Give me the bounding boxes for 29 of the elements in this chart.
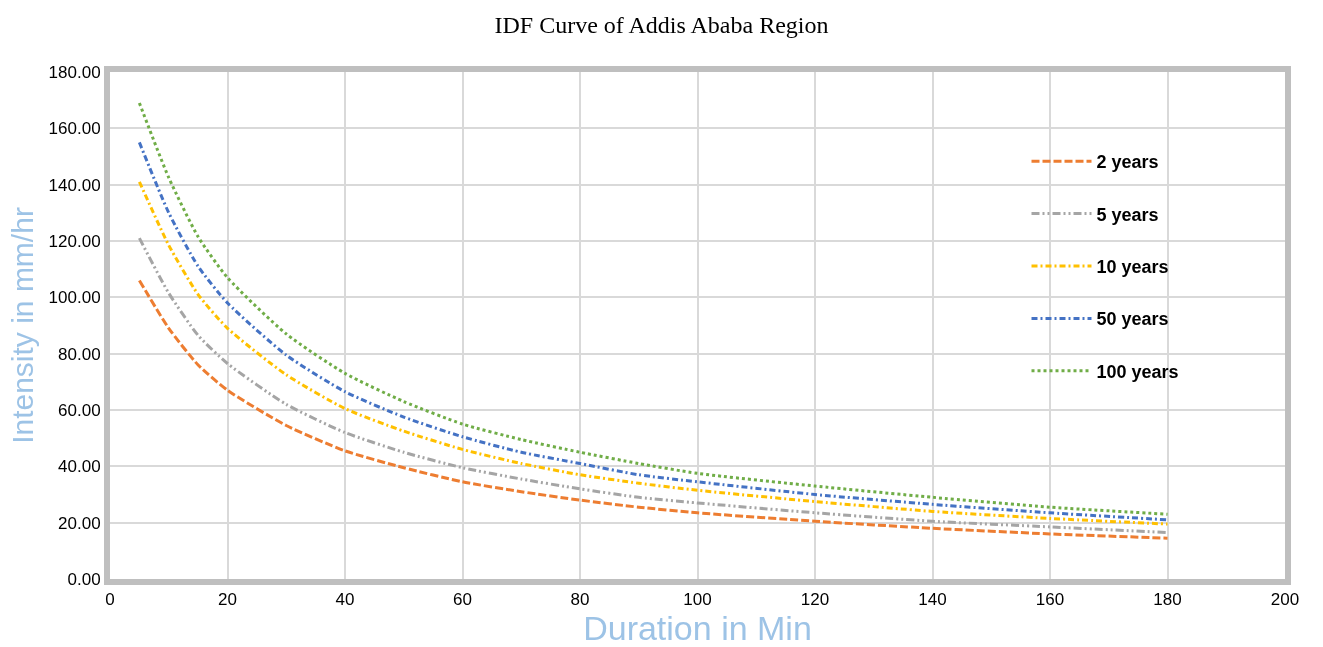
chart-title: IDF Curve of Addis Ababa Region [494, 11, 829, 38]
x-tick-label: 60 [453, 590, 472, 610]
y-tick-label: 60.00 [58, 400, 101, 420]
legend-label: 10 years [1096, 257, 1169, 277]
x-tick-label: 180 [1153, 590, 1182, 610]
x-tick-label: 40 [335, 590, 355, 610]
y-tick-label: 100.00 [48, 288, 101, 308]
legend-label: 5 years [1096, 204, 1159, 225]
y-tick-label: 40.00 [58, 457, 101, 477]
y-tick-label: 80.00 [58, 344, 101, 364]
x-tick-label: 0 [105, 590, 115, 610]
y-tick-label: 160.00 [48, 119, 101, 139]
x-tick-label: 160 [1035, 590, 1065, 610]
legend-label: 100 years [1096, 361, 1179, 382]
y-tick-label: 20.00 [58, 513, 101, 533]
x-tick-label: 140 [918, 590, 947, 610]
legend-label: 2 years [1096, 152, 1159, 173]
legend-label: 50 years [1096, 309, 1169, 330]
x-axis-title: Duration in Min [583, 609, 812, 647]
y-tick-label: 180.00 [48, 62, 101, 82]
y-tick-label: 140.00 [48, 175, 101, 195]
x-tick-label: 100 [683, 590, 712, 610]
x-tick-label: 120 [800, 590, 830, 610]
x-tick-label: 200 [1270, 590, 1300, 610]
y-tick-label: 120.00 [48, 231, 101, 251]
x-tick-label: 80 [570, 590, 590, 610]
y-axis-title: Intensity in mm/hr [6, 207, 40, 444]
y-tick-label: 0.00 [67, 569, 101, 589]
x-tick-label: 20 [218, 590, 237, 610]
